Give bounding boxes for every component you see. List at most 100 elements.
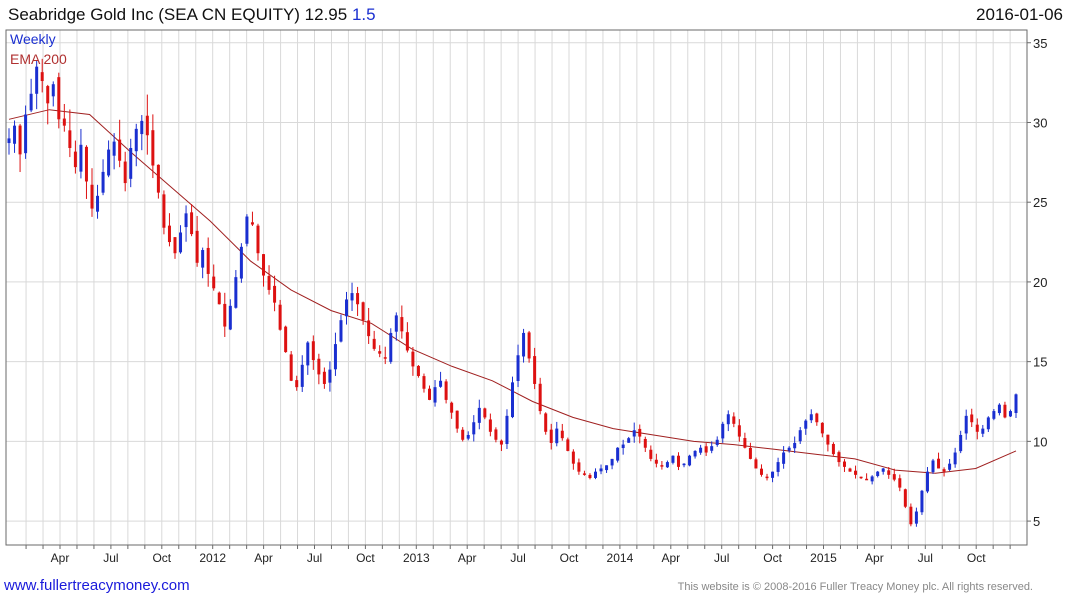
candle-body	[881, 468, 885, 472]
candle-body	[560, 430, 564, 439]
candle-body	[79, 144, 83, 172]
candle-body	[914, 511, 918, 524]
candle-body	[588, 474, 592, 479]
candle-body	[555, 428, 559, 444]
candle-body	[278, 304, 282, 330]
candle-body	[903, 489, 907, 507]
candle-body	[29, 93, 33, 111]
candle-body	[411, 351, 415, 367]
candle-body	[73, 151, 77, 168]
candle-body	[776, 462, 780, 472]
x-tick-label: Apr	[51, 551, 70, 565]
candle-body	[167, 225, 171, 243]
candle-body	[472, 422, 476, 435]
candle-body	[997, 404, 1001, 414]
y-tick-label: 30	[1033, 115, 1047, 130]
candle-body	[450, 402, 454, 413]
candle-body	[654, 459, 658, 464]
x-tick-label: Jul	[510, 551, 525, 565]
candle-body	[737, 425, 741, 437]
candle-body	[455, 410, 459, 429]
x-tick-label: Jul	[918, 551, 933, 565]
legend-weekly: Weekly	[10, 31, 56, 47]
candle-body	[361, 302, 365, 321]
candle-body	[151, 130, 155, 166]
candle-body	[18, 125, 22, 155]
candle-body	[887, 470, 891, 475]
candle-body	[682, 463, 686, 466]
candle-body	[217, 292, 221, 305]
candle-body	[140, 120, 144, 135]
y-tick-label: 15	[1033, 355, 1047, 370]
candle-body	[544, 413, 548, 432]
candle-body	[461, 429, 465, 440]
candle-body	[511, 382, 514, 418]
candle-body	[212, 276, 216, 289]
candle-body	[522, 332, 526, 357]
candle-body	[704, 446, 708, 453]
candle-body	[748, 447, 752, 459]
candle-body	[721, 423, 725, 439]
site-link[interactable]: www.fullertreacymoney.com	[4, 577, 190, 594]
candle-body	[7, 138, 11, 144]
candle-body	[40, 72, 44, 82]
x-tick-label: 2012	[199, 551, 226, 565]
candle-body	[809, 414, 813, 421]
x-tick-label: Apr	[865, 551, 884, 565]
candle-body	[201, 250, 205, 268]
candle-body	[870, 476, 874, 482]
candle-body	[101, 171, 105, 193]
candle-body	[96, 195, 100, 212]
y-tick-label: 5	[1033, 514, 1040, 529]
candle-body	[190, 212, 194, 235]
candle-body	[499, 440, 503, 445]
candle-body	[378, 351, 382, 354]
candle-body	[62, 118, 66, 126]
candle-body	[782, 452, 786, 464]
candle-body	[837, 452, 841, 463]
x-tick-label: 2015	[810, 551, 837, 565]
candle-body	[804, 420, 808, 429]
candle-body	[931, 460, 935, 473]
candle-body	[356, 293, 360, 305]
candle-body	[444, 381, 448, 400]
candle-body	[981, 428, 985, 434]
candle-body	[643, 438, 647, 448]
candle-body	[383, 357, 387, 359]
candle-body	[942, 469, 946, 472]
x-tick-label: Oct	[152, 551, 171, 565]
candle-body	[826, 434, 830, 445]
candle-body	[693, 450, 697, 457]
candle-body	[488, 419, 492, 432]
candle-body	[13, 125, 17, 144]
candle-body	[533, 356, 537, 384]
x-tick-label: Apr	[254, 551, 273, 565]
candle-body	[759, 468, 763, 475]
candle-body	[505, 415, 509, 444]
candle-body	[787, 447, 791, 451]
chart-title: Seabridge Gold Inc (SEA CN EQUITY) 12.95…	[8, 5, 376, 25]
candle-body	[593, 471, 597, 478]
candle-body	[975, 424, 979, 432]
candle-body	[300, 364, 304, 387]
candle-body	[920, 490, 924, 513]
candle-body	[953, 452, 957, 465]
candle-body	[477, 407, 481, 423]
ema-layer	[8, 109, 1017, 474]
candle-body	[234, 277, 238, 308]
candle-body	[854, 470, 858, 475]
candle-body	[422, 376, 426, 389]
candle-body	[494, 429, 498, 440]
candle-body	[876, 471, 880, 477]
axis-layer: 5 10 15 20 25 30 35 Apr Jul Oct 2012 Apr Jul Oct 2013 A…	[25, 36, 1047, 565]
candle-body	[333, 344, 337, 370]
copyright-notice: This website is © 2008-2016 Fuller Treac…	[677, 581, 1033, 593]
candle-body	[688, 455, 692, 466]
candle-body	[925, 471, 929, 492]
x-tick-label: 2014	[607, 551, 634, 565]
candle-body	[610, 458, 614, 466]
candle-body	[394, 315, 398, 332]
candle-body	[898, 478, 902, 488]
candle-body	[405, 332, 409, 351]
y-tick-label: 20	[1033, 275, 1047, 290]
